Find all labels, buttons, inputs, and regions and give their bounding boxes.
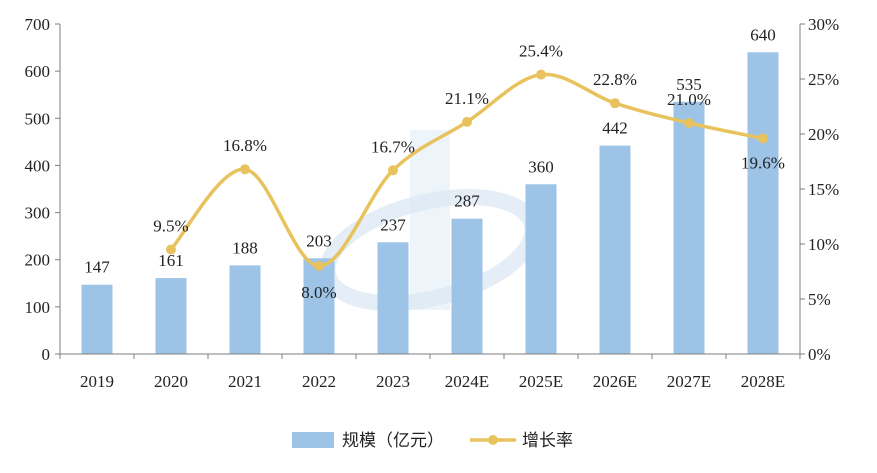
bar-label-2024E: 287 <box>454 192 480 211</box>
growth-point-2022 <box>314 261 324 271</box>
legend-bar-swatch <box>292 432 334 448</box>
bar-2025E <box>525 184 557 354</box>
y-left-tick-400: 400 <box>25 156 51 175</box>
growth-label-2027E: 21.0% <box>667 90 711 109</box>
bar-2020 <box>155 278 187 354</box>
growth-label-2025E: 25.4% <box>519 42 563 61</box>
y-right-tick-5%: 5% <box>808 290 831 309</box>
growth-point-2021 <box>240 164 250 175</box>
y-left-tick-300: 300 <box>25 204 51 223</box>
bar-series <box>81 52 779 355</box>
x-tick-2021: 2021 <box>228 372 262 391</box>
x-tick-2019: 2019 <box>80 372 114 391</box>
bar-2024E <box>451 218 483 354</box>
growth-line <box>169 72 764 268</box>
y-right-tick-20%: 20% <box>808 125 839 144</box>
growth-point-2025E <box>536 69 546 80</box>
growth-point-2023 <box>388 165 398 176</box>
x-tick-2022: 2022 <box>302 372 336 391</box>
bar-label-2023: 237 <box>380 215 406 234</box>
bar-2027E <box>673 101 705 355</box>
y-right-tick-0%: 0% <box>808 345 831 364</box>
bar-label-2022: 203 <box>306 231 332 250</box>
bar-label-2020: 161 <box>158 251 184 270</box>
legend-line-marker <box>488 435 498 445</box>
y-left-tick-500: 500 <box>25 109 51 128</box>
growth-point-2028E <box>758 133 768 144</box>
bar-label-2026E: 442 <box>602 119 628 138</box>
x-tick-2020: 2020 <box>154 372 188 391</box>
x-tick-2027E: 2027E <box>667 372 711 391</box>
y-right-tick-15%: 15% <box>808 180 839 199</box>
bar-2022 <box>303 258 335 354</box>
y-right-tick-25%: 25% <box>808 70 839 89</box>
growth-line-series <box>166 69 768 271</box>
bar-2021 <box>229 265 261 354</box>
bar-label-2019: 147 <box>84 258 110 277</box>
growth-label-2028E: 19.6% <box>741 153 785 172</box>
x-tick-2025E: 2025E <box>519 372 563 391</box>
axes: 0 100 200 300 400 500 600 700 0% 5% 10% 15% 20% 25% 30… <box>25 15 840 391</box>
growth-point-2024E <box>462 116 472 127</box>
y-left-tick-600: 600 <box>25 62 51 81</box>
legend-bar-label: 规模（亿元） <box>342 431 444 450</box>
growth-label-2021: 16.8% <box>223 136 267 155</box>
y-left-tick-0: 0 <box>42 345 51 364</box>
bar-2028E <box>747 52 779 355</box>
data-labels: 147 161 188 203 237 287 360 442 535 640 9.5% 16.8% 8… <box>84 25 785 302</box>
bar-label-2028E: 640 <box>750 25 776 44</box>
bar-label-2021: 188 <box>232 238 258 257</box>
y-left-tick-700: 700 <box>25 15 51 34</box>
bar-2019 <box>81 284 113 354</box>
legend: 规模（亿元） 增长率 <box>292 431 573 450</box>
growth-label-2026E: 22.8% <box>593 70 637 89</box>
bar-2026E <box>599 145 631 354</box>
growth-label-2024E: 21.1% <box>445 89 489 108</box>
y-right-tick-10%: 10% <box>808 235 839 254</box>
watermark-pillar <box>410 130 450 310</box>
growth-point-2020 <box>166 244 176 255</box>
growth-label-2022: 8.0% <box>301 283 336 302</box>
growth-point-2026E <box>610 98 620 109</box>
growth-label-2023: 16.7% <box>371 137 415 156</box>
bar-2023 <box>377 242 409 354</box>
watermark <box>319 130 541 312</box>
bar-label-2027E: 535 <box>676 75 702 94</box>
y-left-tick-200: 200 <box>25 251 51 270</box>
x-tick-2026E: 2026E <box>593 372 637 391</box>
x-tick-2024E: 2024E <box>445 372 489 391</box>
bar-label-2025E: 360 <box>528 157 554 176</box>
x-tick-2028E: 2028E <box>741 372 785 391</box>
y-left-tick-100: 100 <box>25 298 51 317</box>
legend-line-label: 增长率 <box>522 431 573 450</box>
growth-label-2020: 9.5% <box>153 217 188 236</box>
growth-point-2027E <box>684 118 694 128</box>
y-right-tick-30%: 30% <box>808 15 839 34</box>
x-tick-2023: 2023 <box>376 372 410 391</box>
